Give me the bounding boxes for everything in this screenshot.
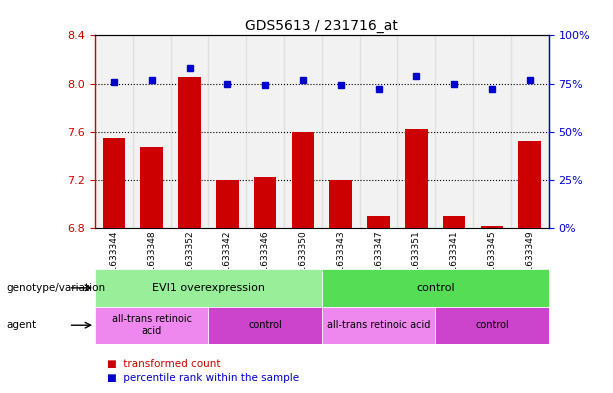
Bar — [178, 77, 201, 228]
Bar — [208, 307, 322, 344]
Title: GDS5613 / 231716_at: GDS5613 / 231716_at — [245, 19, 398, 33]
Text: control: control — [416, 283, 455, 293]
Bar — [322, 269, 549, 307]
Text: EVI1 overexpression: EVI1 overexpression — [152, 283, 265, 293]
Bar — [397, 35, 435, 228]
Bar — [95, 307, 208, 344]
Bar — [511, 35, 549, 228]
Bar — [473, 35, 511, 228]
Bar — [216, 180, 238, 228]
Bar — [405, 129, 428, 228]
Bar — [360, 35, 397, 228]
Bar — [102, 138, 125, 228]
Text: ■  transformed count: ■ transformed count — [107, 358, 221, 369]
Bar — [284, 35, 322, 228]
Bar — [322, 307, 435, 344]
Bar — [140, 147, 163, 228]
Bar — [133, 35, 170, 228]
Bar — [254, 177, 276, 228]
Bar — [435, 307, 549, 344]
Bar — [322, 35, 360, 228]
Bar — [246, 35, 284, 228]
Bar — [95, 35, 133, 228]
Text: ■  percentile rank within the sample: ■ percentile rank within the sample — [107, 373, 299, 383]
Text: control: control — [475, 320, 509, 330]
Bar — [170, 35, 208, 228]
Bar — [481, 226, 503, 228]
Text: control: control — [248, 320, 282, 330]
Bar — [367, 216, 390, 228]
Bar — [519, 141, 541, 228]
Text: all-trans retinoic
acid: all-trans retinoic acid — [112, 314, 192, 336]
Bar — [443, 216, 465, 228]
Bar — [329, 180, 352, 228]
Bar — [292, 132, 314, 228]
Bar — [435, 35, 473, 228]
Bar — [208, 35, 246, 228]
Bar — [95, 269, 322, 307]
Text: all-trans retinoic acid: all-trans retinoic acid — [327, 320, 430, 330]
Text: genotype/variation: genotype/variation — [6, 283, 105, 293]
Text: agent: agent — [6, 320, 36, 330]
